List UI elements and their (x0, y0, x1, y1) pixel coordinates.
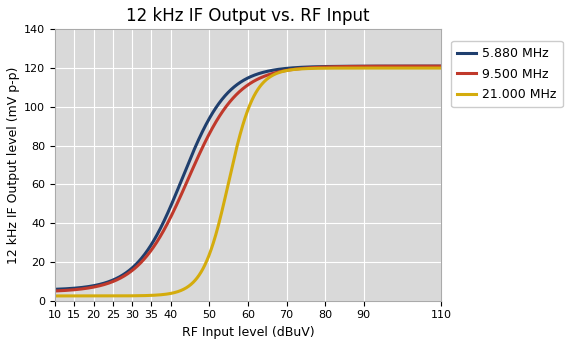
Legend: 5.880 MHz, 9.500 MHz, 21.000 MHz: 5.880 MHz, 9.500 MHz, 21.000 MHz (451, 41, 563, 108)
21.000 MHz (222, 196, 229, 200)
9.500 MHz (222, 106, 229, 110)
Line: 9.500 MHz: 9.500 MHz (55, 66, 441, 291)
21.000 MHz (91, 294, 98, 298)
5.880 MHz (222, 94, 229, 98)
5.880 MHz (91, 283, 98, 288)
9.500 MHz (51, 289, 58, 293)
21.000 MHz (51, 294, 58, 298)
5.880 MHz (51, 287, 58, 291)
5.880 MHz (208, 113, 215, 118)
5.880 MHz (316, 65, 323, 69)
21.000 MHz (437, 66, 445, 70)
5.880 MHz (359, 64, 366, 68)
21.000 MHz (208, 248, 215, 252)
9.500 MHz (316, 65, 323, 69)
Line: 21.000 MHz: 21.000 MHz (55, 68, 441, 296)
9.500 MHz (208, 128, 215, 133)
21.000 MHz (316, 66, 323, 70)
21.000 MHz (352, 66, 359, 70)
Line: 5.880 MHz: 5.880 MHz (55, 66, 441, 289)
X-axis label: RF Input level (dBuV): RF Input level (dBuV) (182, 326, 315, 339)
9.500 MHz (91, 285, 98, 289)
Title: 12 kHz IF Output vs. RF Input: 12 kHz IF Output vs. RF Input (126, 7, 370, 25)
Y-axis label: 12 kHz IF Output level (mV p-p): 12 kHz IF Output level (mV p-p) (7, 66, 20, 264)
5.880 MHz (352, 64, 359, 68)
9.500 MHz (359, 64, 366, 69)
9.500 MHz (437, 64, 445, 68)
21.000 MHz (359, 66, 366, 70)
9.500 MHz (352, 64, 359, 69)
5.880 MHz (437, 64, 445, 68)
